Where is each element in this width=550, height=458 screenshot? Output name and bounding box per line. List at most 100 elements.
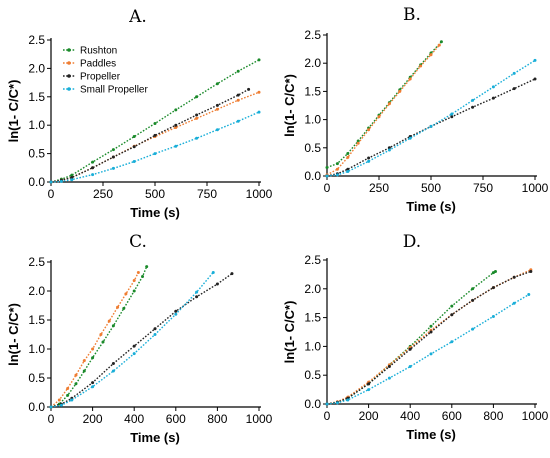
data-point <box>215 82 219 86</box>
data-point <box>132 160 136 164</box>
data-point <box>132 145 136 149</box>
data-point <box>512 71 516 75</box>
data-point <box>174 125 178 129</box>
data-point <box>471 287 475 291</box>
x-tick-label: 0 <box>48 187 55 201</box>
data-point <box>247 87 251 91</box>
data-point <box>195 295 199 299</box>
data-point <box>450 112 454 116</box>
data-point <box>491 85 495 89</box>
data-point <box>153 327 157 331</box>
y-tick-label: 1.5 <box>28 90 45 104</box>
data-point <box>236 119 240 123</box>
legend-marker <box>67 74 71 78</box>
data-point <box>74 373 78 377</box>
data-point <box>408 136 412 140</box>
data-point <box>122 306 126 310</box>
data-point <box>132 352 136 356</box>
data-point <box>493 270 497 274</box>
y-tick-label: 2.0 <box>304 56 321 70</box>
series-line-small-propeller <box>326 59 536 177</box>
series-line-rushton <box>50 59 260 183</box>
data-point <box>82 359 86 363</box>
data-point <box>491 96 495 100</box>
series-line-rushton <box>326 41 442 169</box>
series-line-propeller <box>326 78 536 177</box>
legend-label: Paddles <box>80 59 116 70</box>
panel-letter: B. <box>403 5 421 25</box>
y-axis-title: ln(1- C/C*) <box>6 303 21 366</box>
data-point <box>66 386 70 390</box>
data-point <box>491 314 495 318</box>
x-tick-label: 1000 <box>246 187 273 201</box>
data-point <box>471 98 475 102</box>
data-point <box>529 270 533 274</box>
x-tick-label: 750 <box>473 181 493 195</box>
data-point <box>195 95 199 99</box>
data-point <box>111 324 115 328</box>
x-tick-label: 500 <box>145 187 165 201</box>
panel-letter: D. <box>403 232 421 252</box>
data-point <box>70 175 74 179</box>
data-point <box>335 162 339 166</box>
data-point <box>215 107 219 111</box>
chart-panel-0: A. 0 250 500 750 1000 0.0 0.5 1.0 1.5 2.0 2.5 Time (… <box>6 7 273 220</box>
series-line-paddles <box>326 44 440 176</box>
x-tick-label: 250 <box>369 181 389 195</box>
data-point <box>325 166 329 170</box>
x-tick-label: 400 <box>400 409 420 423</box>
y-tick-label: 1.5 <box>304 311 321 325</box>
data-point <box>387 148 391 152</box>
data-point <box>367 156 371 160</box>
data-point <box>215 103 219 107</box>
data-point <box>74 382 78 386</box>
data-point <box>91 381 95 385</box>
data-point <box>356 141 360 145</box>
x-tick-label: 0 <box>324 181 331 195</box>
data-point <box>174 312 178 316</box>
data-point <box>153 333 157 336</box>
data-point <box>70 398 74 402</box>
data-point <box>91 356 95 360</box>
data-point <box>101 340 105 344</box>
data-point <box>91 385 95 389</box>
data-point <box>211 270 215 274</box>
data-point <box>174 309 178 313</box>
data-point <box>174 144 178 148</box>
data-point <box>174 108 178 112</box>
x-tick-label: 750 <box>197 187 217 201</box>
x-tick-label: 200 <box>83 412 103 426</box>
data-point <box>419 64 423 68</box>
data-point <box>325 402 329 406</box>
data-point <box>377 115 381 119</box>
data-point <box>124 292 128 296</box>
panel-letter: A. <box>128 7 147 27</box>
data-point <box>215 282 219 286</box>
y-tick-label: 2.5 <box>28 33 45 47</box>
legend-marker <box>67 61 71 65</box>
series-line-small-propeller <box>326 293 530 405</box>
data-point <box>215 128 219 132</box>
data-point <box>356 139 360 143</box>
data-point <box>91 347 95 351</box>
data-point <box>111 148 115 152</box>
data-point <box>408 365 412 369</box>
y-axis-title: ln(1- C/C*) <box>6 80 21 143</box>
data-point <box>111 155 115 159</box>
panel-letter: C. <box>129 232 147 252</box>
data-point <box>132 135 136 139</box>
data-point <box>195 116 199 120</box>
y-tick-label: 2.5 <box>304 28 321 42</box>
data-point <box>491 286 495 290</box>
data-point <box>236 98 240 102</box>
legend-marker <box>67 48 71 52</box>
data-point <box>367 388 371 392</box>
series-line-propeller <box>326 270 532 405</box>
data-point <box>57 398 61 402</box>
data-point <box>257 58 261 62</box>
x-axis-title: Time (s) <box>130 205 180 220</box>
data-point <box>429 330 433 334</box>
data-point <box>59 403 63 407</box>
data-point <box>195 290 199 294</box>
data-point <box>132 289 136 293</box>
